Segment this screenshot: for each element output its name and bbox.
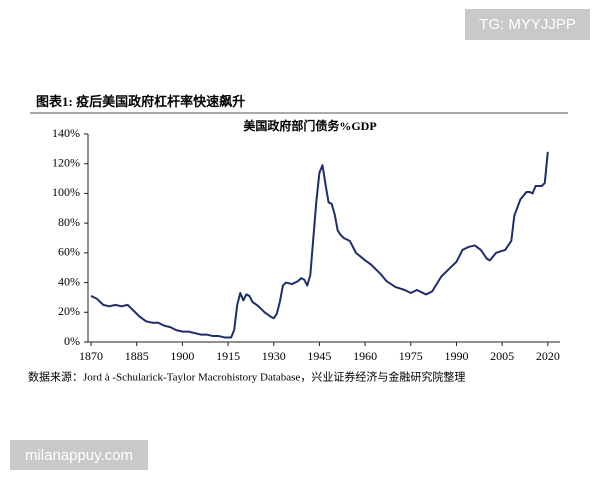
- y-tick-label: 40%: [58, 274, 80, 288]
- y-tick-label: 0%: [64, 334, 80, 348]
- x-tick-label: 1960: [353, 349, 377, 363]
- figure-title: 图表1: 疫后美国政府杠杆率快速飙升: [36, 94, 245, 109]
- x-tick-label: 1930: [262, 349, 286, 363]
- watermark: TG: MYYJJPP: [465, 9, 590, 40]
- x-tick-label: 1945: [307, 349, 331, 363]
- y-tick-label: 100%: [52, 185, 80, 199]
- x-tick-label: 1975: [399, 349, 423, 363]
- y-tick-label: 20%: [58, 304, 80, 318]
- y-tick-label: 60%: [58, 245, 80, 259]
- y-tick-label: 140%: [52, 126, 80, 140]
- line: [90, 151, 549, 339]
- x-tick-label: 1990: [444, 349, 468, 363]
- y-tick-label: 80%: [58, 215, 80, 229]
- x-tick-label: 2020: [536, 349, 560, 363]
- x-tick-label: 1885: [125, 349, 149, 363]
- x-tick-label: 1915: [216, 349, 240, 363]
- chart-title: 美国政府部门债务%GDP: [243, 118, 376, 133]
- x-tick-label: 2005: [490, 349, 514, 363]
- watermark: milanappuy.com: [10, 440, 148, 470]
- x-tick-label: 1870: [79, 349, 103, 363]
- x-tick-label: 1900: [170, 349, 194, 363]
- source: 数据来源：Jord à -Schularick-Taylor Macrohist…: [28, 370, 465, 384]
- y-tick-label: 120%: [52, 155, 80, 169]
